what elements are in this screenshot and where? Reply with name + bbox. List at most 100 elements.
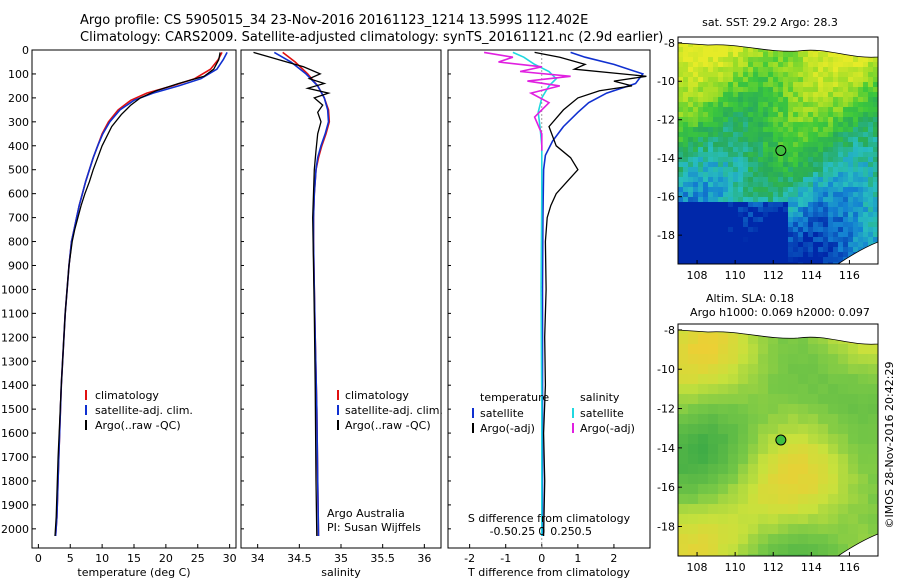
imos-timestamp: ©IMOS 28-Nov-2016 20:42:29 [883,362,896,529]
depth-tick-label: 1400 [1,379,29,392]
depth-tick-label: 400 [8,140,29,153]
sst-map-field [678,37,878,264]
series-line-difference-argo [534,51,647,537]
sst-lon-tick-label: 110 [725,269,746,282]
depth-tick-label: 100 [8,68,29,81]
x-tick-label: 15 [127,552,141,565]
sla-lon-tick-label: 116 [839,561,860,574]
depth-tick-label: 2000 [1,523,29,536]
depth-tick-label: 1600 [1,427,29,440]
depth-tick-label: 1200 [1,331,29,344]
sla-lat-tick-label: -14 [657,442,675,455]
sla-map-title-line-2: Argo h1000: 0.069 h2000: 0.097 [690,306,870,319]
sla-lat-tick-label: -18 [657,521,675,534]
header-line-1: Argo profile: CS 5905015_34 23-Nov-2016 … [80,13,589,28]
sst-lat-tick-label: -16 [657,191,675,204]
sst-lon-tick-label: 108 [687,269,708,282]
legend-label-salinity-difference: Argo(-adj) [580,422,635,435]
depth-tick-label: 1000 [1,283,29,296]
sla-map-field [678,324,878,556]
sla-lon-tick-label: 112 [763,561,784,574]
depth-tick-label: 1500 [1,403,29,416]
sst-lat-tick-label: -10 [657,75,675,88]
legend-label-salinity: Argo(..raw -QC) [345,419,431,432]
sst-float-marker [775,145,787,156]
legend-title-temperature-difference: temperature [480,391,549,404]
sla-lat-tick-label: -16 [657,481,675,494]
sla-lat-tick-label: -10 [657,363,675,376]
s-difference-axis-label: S difference from climatology [468,512,631,525]
depth-tick-label: 1300 [1,355,29,368]
x-axis-label: salinity [321,566,361,579]
annotation-argo-australia: Argo Australia [327,507,405,520]
s-difference-tick-label: 0.5 [575,525,593,538]
sst-lon-tick-label: 114 [801,269,822,282]
depth-tick-label: 200 [8,92,29,105]
depth-tick-label: 1700 [1,451,29,464]
x-axis-label: T difference from climatology [467,566,630,579]
sst-lon-tick-label: 112 [763,269,784,282]
series-line-salinity-climatology [282,51,331,537]
sla-lon-tick-label: 110 [725,561,746,574]
series-line-salinity-argo [253,51,331,537]
s-difference-tick-label: -0.5 [490,525,511,538]
depth-tick-label: 1900 [1,499,29,512]
legend-label-temperature-difference: satellite [480,407,524,420]
sla-lat-tick-label: -8 [664,324,675,337]
depth-tick-label: 1800 [1,475,29,488]
header-line-2: Climatology: CARS2009. Satellite-adjuste… [80,30,664,45]
sst-lon-tick-label: 116 [839,269,860,282]
sla-lon-tick-label: 114 [801,561,822,574]
s-difference-tick-label: 0 [538,525,545,538]
sst-land-southeast [837,241,878,264]
sst-lat-tick-label: -8 [664,37,675,50]
profile-panel-frame-2 [240,49,442,549]
depth-tick-label: 700 [8,212,29,225]
series-line-temperature-satellite [54,52,228,537]
x-tick-label: 34.5 [287,552,312,565]
sla-map-title-line-1: Altim. SLA: 0.18 [706,292,794,305]
depth-tick-label: 900 [8,259,29,272]
x-tick-label: 5 [67,552,74,565]
legend-title-salinity-difference: salinity [580,391,620,404]
depth-tick-label: 600 [8,188,29,201]
sst-lat-tick-label: -18 [657,229,675,242]
sla-land-southeast [837,533,878,556]
sla-lon-tick-label: 108 [687,561,708,574]
x-tick-label: -1 [500,552,511,565]
depth-tick-label: 1100 [1,307,29,320]
depth-tick-label: 0 [22,44,29,57]
series-line-temperature-argo [54,52,221,537]
x-tick-label: 0 [538,552,545,565]
x-tick-label: -2 [464,552,475,565]
s-difference-tick-label: -0.25 [507,525,535,538]
x-tick-label: 10 [95,552,109,565]
depth-tick-label: 800 [8,236,29,249]
legend-label-salinity: satellite-adj. clim. [345,404,443,417]
x-tick-label: 1 [574,552,581,565]
legend-label-salinity-difference: satellite [580,407,624,420]
sst-map-title: sat. SST: 29.2 Argo: 28.3 [702,16,838,29]
s-difference-tick-label: 0.25 [550,525,575,538]
sla-lat-tick-label: -12 [657,403,675,416]
depth-tick-label: 500 [8,164,29,177]
legend-label-temperature: climatology [95,389,159,402]
x-tick-label: 30 [223,552,237,565]
legend-label-temperature: Argo(..raw -QC) [95,419,181,432]
x-tick-label: 35 [334,552,348,565]
sla-float-marker [775,434,787,446]
x-tick-label: 20 [159,552,173,565]
sla-map-frame [677,323,879,557]
annotation-pi: PI: Susan Wijffels [327,521,421,534]
sst-land-coast [678,37,878,58]
sla-land-coast [678,324,878,345]
sst-lat-tick-label: -14 [657,152,675,165]
legend-label-salinity: climatology [345,389,409,402]
x-tick-label: 25 [191,552,205,565]
series-line-temperature-climatology [54,52,223,537]
x-tick-label: 2 [610,552,617,565]
x-axis-label: temperature (deg C) [77,566,190,579]
x-tick-label: 0 [35,552,42,565]
depth-tick-label: 300 [8,116,29,129]
